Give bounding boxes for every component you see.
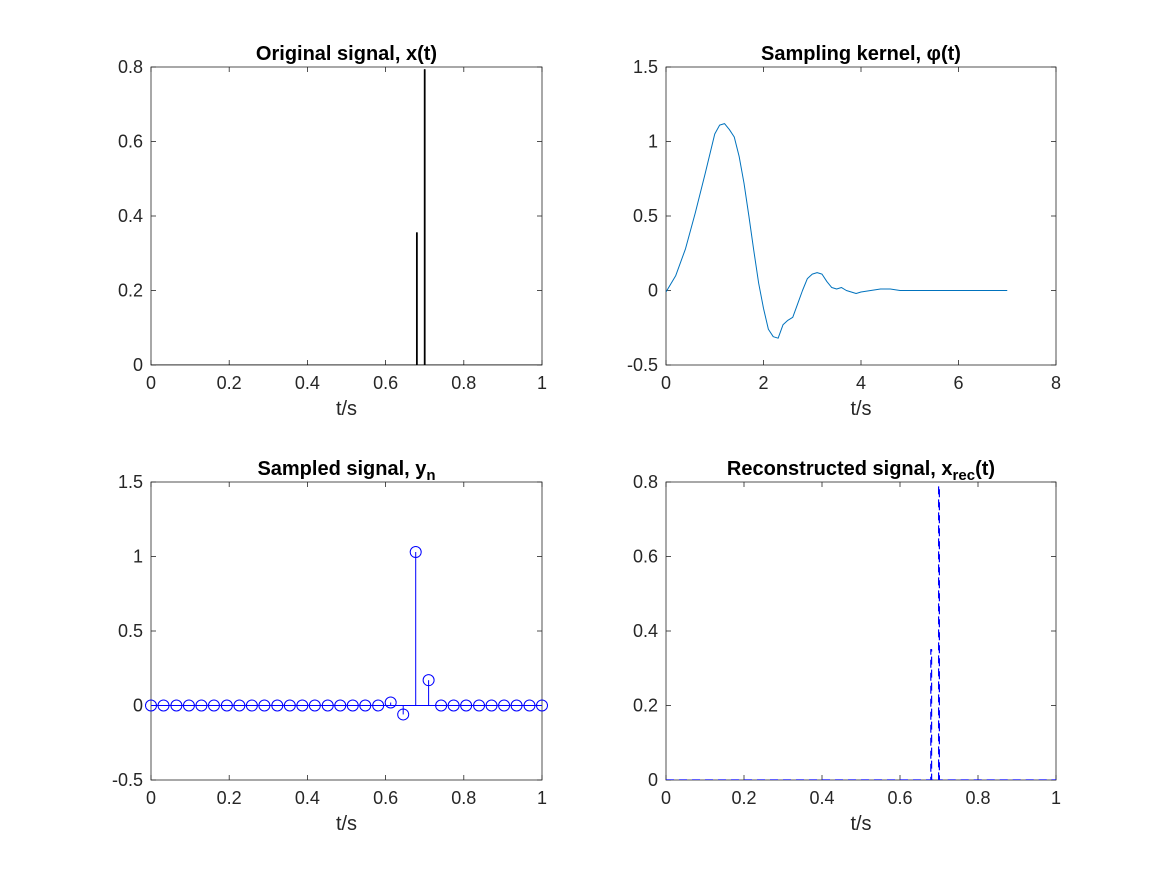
axes-frame (665, 481, 1057, 781)
stem-marker (245, 699, 258, 712)
stem-marker (233, 699, 246, 712)
x-axis-label: t/s (850, 813, 871, 835)
stem-marker (258, 699, 271, 712)
y-tick-label: 0 (133, 355, 143, 375)
x-tick-label: 0.6 (373, 373, 398, 393)
stem-marker (296, 699, 309, 712)
stem-marker (510, 699, 523, 712)
y-tick-label: 1 (648, 132, 658, 152)
x-tick-label: 0.8 (451, 788, 476, 808)
x-axis-label: t/s (336, 813, 357, 835)
series-line (666, 123, 1008, 339)
stem-marker (308, 699, 321, 712)
chart-title: Reconstructed signal, xrec(t) (727, 458, 995, 484)
y-tick-label: 0.5 (118, 621, 143, 641)
y-tick-label: 0.4 (118, 206, 143, 226)
stem-marker (473, 699, 486, 712)
stem-marker (157, 699, 170, 712)
stem-marker (170, 699, 183, 712)
chart-original: 0 0.2 0.4 0.6 0.8 1 0 0.2 0.4 0.6 0.8 t/s Original s… (118, 43, 547, 420)
stem-marker (334, 699, 347, 712)
y-tick-label: 1.5 (118, 472, 143, 492)
y-tick-label: 0.4 (633, 621, 658, 641)
chart-title: Original signal, x(t) (256, 43, 437, 65)
y-tick-label: 0 (648, 281, 658, 301)
stem-marker (359, 699, 372, 712)
stem-marker (195, 699, 208, 712)
y-tick-label: 0.8 (633, 472, 658, 492)
x-tick-label: 0.6 (373, 788, 398, 808)
stem-marker (182, 699, 195, 712)
plot-area (666, 485, 1056, 780)
y-tick-label: 0 (648, 770, 658, 790)
stem-marker (523, 699, 536, 712)
x-tick-label: 1 (537, 373, 547, 393)
x-tick-label: 1 (537, 788, 547, 808)
y-tick-label: -0.5 (112, 770, 143, 790)
x-tick-label: 0.4 (295, 373, 320, 393)
stem-marker (207, 699, 220, 712)
x-tick-label: 0.6 (887, 788, 912, 808)
x-tick-label: 0 (661, 373, 671, 393)
y-tick-label: 0.2 (633, 696, 658, 716)
chart-reconstructed: 0 0.2 0.4 0.6 0.8 1 0 0.2 0.4 0.6 0.8 t/s Reconstruc… (633, 458, 1061, 835)
x-tick-label: 2 (758, 373, 768, 393)
x-tick-label: 0.2 (217, 373, 242, 393)
plot-area (151, 69, 542, 365)
y-tick-label: 0.6 (118, 132, 143, 152)
x-tick-label: 0 (146, 788, 156, 808)
x-tick-label: 0 (661, 788, 671, 808)
x-tick-label: 1 (1051, 788, 1061, 808)
y-tick-label: 1.5 (633, 57, 658, 77)
series-line (666, 485, 1056, 780)
x-tick-label: 0.8 (965, 788, 990, 808)
stem-marker (409, 546, 422, 559)
stem-marker (498, 699, 511, 712)
series-line (151, 69, 542, 365)
stem-marker (422, 674, 435, 687)
chart-title: Sampling kernel, φ(t) (761, 43, 961, 65)
x-tick-label: 0.2 (217, 788, 242, 808)
x-axis-label: t/s (850, 398, 871, 420)
x-tick-label: 0.2 (731, 788, 756, 808)
stem-marker (372, 699, 385, 712)
y-tick-label: 0.8 (118, 57, 143, 77)
stem-marker (536, 699, 548, 712)
y-tick-label: 0.6 (633, 547, 658, 567)
stem-marker (220, 699, 233, 712)
x-tick-label: 0.4 (295, 788, 320, 808)
stem-marker (346, 699, 359, 712)
axes-frame (150, 66, 543, 366)
axes-frame (665, 66, 1057, 366)
stem-marker (384, 696, 397, 709)
stem-marker (145, 699, 157, 712)
x-tick-label: 4 (856, 373, 866, 393)
x-axis-label: t/s (336, 398, 357, 420)
stem-marker (397, 708, 410, 721)
y-tick-label: 0 (133, 696, 143, 716)
stem-marker (485, 699, 498, 712)
chart-title: Sampled signal, yn (257, 458, 435, 484)
x-tick-label: 8 (1051, 373, 1061, 393)
stem-marker (460, 699, 473, 712)
x-tick-label: 0 (146, 373, 156, 393)
stem-marker (447, 699, 460, 712)
x-tick-label: 0.8 (451, 373, 476, 393)
y-tick-label: 0.2 (118, 281, 143, 301)
y-tick-label: 0.5 (633, 206, 658, 226)
stem-marker (435, 699, 448, 712)
stem-marker (283, 699, 296, 712)
stem-marker (321, 699, 334, 712)
plot-area (151, 552, 542, 715)
axes-frame (150, 481, 543, 781)
y-tick-label: -0.5 (627, 355, 658, 375)
stem-marker (271, 699, 284, 712)
y-tick-label: 1 (133, 547, 143, 567)
x-tick-label: 6 (953, 373, 963, 393)
plot-area (666, 123, 1008, 339)
x-tick-label: 0.4 (809, 788, 834, 808)
